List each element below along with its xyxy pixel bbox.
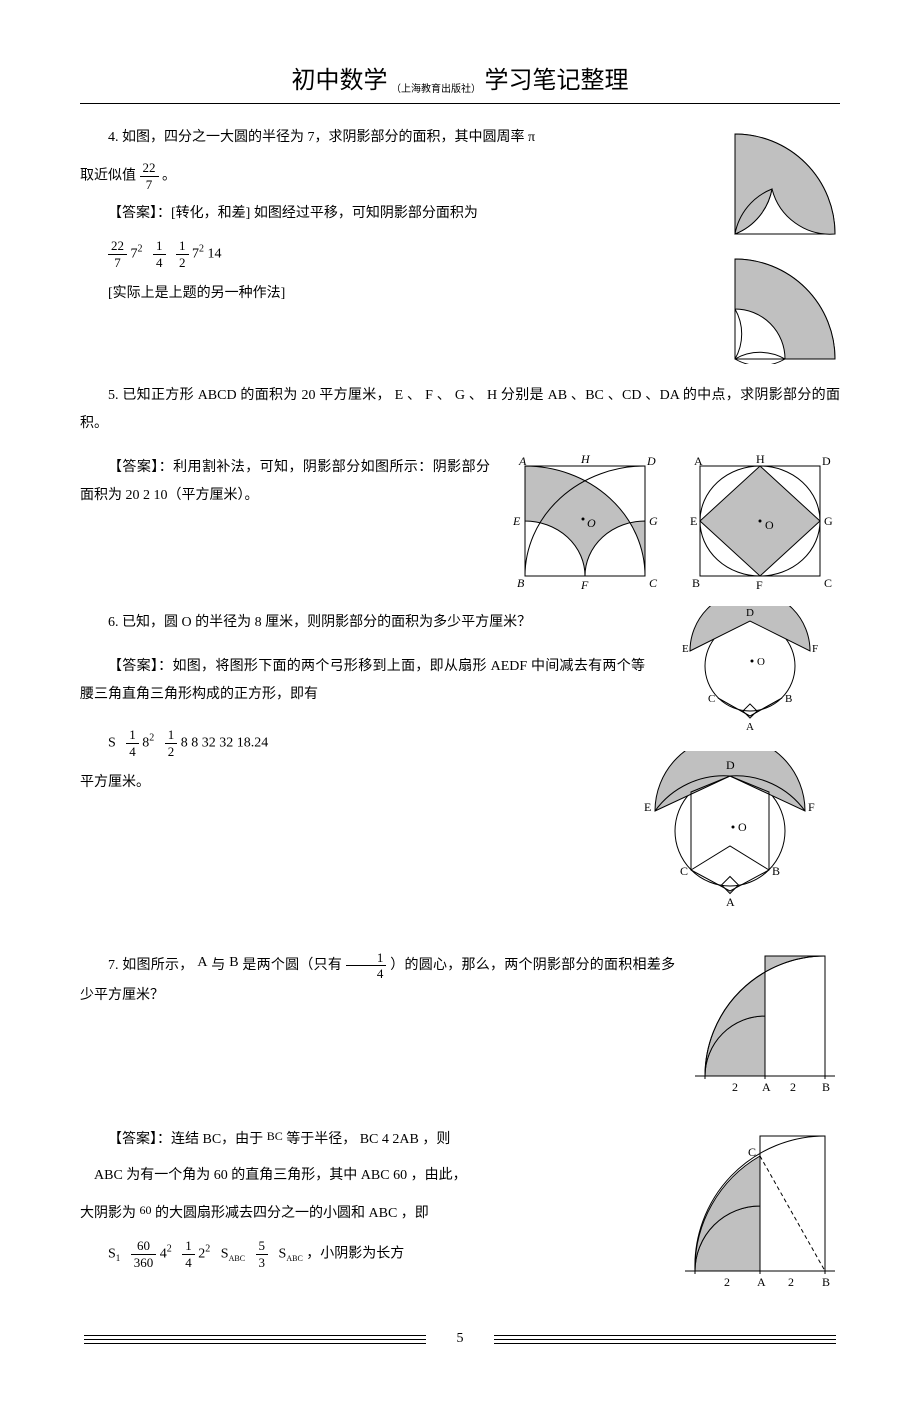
- svg-text:D: D: [726, 758, 735, 772]
- footer-lines-left: [84, 1332, 426, 1347]
- q4-period: 。: [162, 168, 176, 183]
- frac-5-3: 5 3: [256, 1238, 269, 1270]
- frac-1-4: 1 4: [153, 238, 166, 270]
- svg-text:C: C: [708, 693, 715, 705]
- svg-text:F: F: [812, 643, 818, 655]
- svg-text:B: B: [785, 693, 792, 705]
- svg-text:D: D: [746, 607, 754, 619]
- q4-answer-label: 【答案】：[转化，和差] 如图经过平移，可知阴影部分面积为: [80, 200, 840, 228]
- svg-text:2: 2: [724, 1275, 730, 1289]
- svg-text:C: C: [824, 576, 832, 590]
- q4-note: [实际上是上题的另一种作法]: [80, 280, 840, 308]
- svg-text:A: A: [757, 1275, 766, 1289]
- svg-text:C: C: [748, 1145, 756, 1159]
- q5-text: 5. 已知正方形 ABCD 的面积为 20 平方厘米， E 、 F 、 G 、 …: [80, 382, 840, 438]
- frac-1-4-d: 1 4: [182, 1238, 195, 1270]
- svg-text:H: H: [580, 452, 591, 466]
- svg-text:G: G: [649, 514, 658, 528]
- svg-text:F: F: [580, 578, 589, 591]
- title-part-2: 学习笔记整理: [485, 68, 629, 94]
- svg-text:C: C: [680, 864, 688, 878]
- svg-text:A: A: [762, 1080, 771, 1094]
- svg-text:D: D: [646, 454, 656, 468]
- figure-q5-left: A D E G B C H F O: [505, 451, 665, 591]
- q5-answer: 【答案】：利用割补法，可知，阴影部分如图所示：阴影部分面积为 20 2 10（平…: [80, 454, 490, 510]
- svg-text:G: G: [824, 514, 833, 528]
- figure-q7-bottom: C 2 A 2 B: [680, 1121, 840, 1291]
- frac-1-2: 1 2: [176, 238, 189, 270]
- figure-q6-large: D E F C B A O: [620, 751, 840, 911]
- frac-22-7-b: 22 7: [108, 238, 127, 270]
- frac-1-4-c: 1 4: [346, 950, 387, 982]
- figure-q4-top: [730, 129, 840, 239]
- q6-answer-1: 【答案】：如图，将图形下面的两个弓形移到上面，即从扇形 AEDF 中间减去有两个…: [80, 653, 645, 709]
- svg-text:O: O: [765, 518, 774, 532]
- fraction-22-7: 22 7: [140, 160, 159, 192]
- title-subtitle: （上海教育出版社）: [391, 84, 481, 95]
- svg-text:H: H: [756, 452, 765, 466]
- svg-text:A: A: [746, 721, 754, 733]
- figure-q5-right: A D E G B C H F O: [680, 451, 840, 591]
- svg-text:2: 2: [790, 1080, 796, 1094]
- svg-text:B: B: [692, 576, 700, 590]
- svg-text:A: A: [518, 454, 527, 468]
- footer-lines-right: [494, 1332, 836, 1347]
- q4-text-2: 取近似值 22 7 。: [80, 160, 840, 192]
- q4-line1: 4. 如图，四分之一大圆的半径为 7，求阴影部分的面积，其中圆周率 π: [108, 130, 535, 145]
- frac-60-360: 60 360: [131, 1238, 157, 1270]
- svg-text:E: E: [512, 514, 521, 528]
- svg-text:F: F: [756, 578, 763, 591]
- svg-text:O: O: [587, 516, 596, 530]
- frac-1-4-b: 1 4: [126, 727, 139, 759]
- svg-text:C: C: [649, 576, 658, 590]
- frac-1-2-b: 1 2: [165, 727, 178, 759]
- svg-text:A: A: [726, 895, 735, 909]
- svg-text:2: 2: [732, 1080, 738, 1094]
- page-header: 初中数学 （上海教育出版社） 学习笔记整理: [80, 60, 840, 104]
- figure-q6-small: D E F C B A O: [660, 606, 840, 736]
- svg-text:E: E: [682, 643, 689, 655]
- svg-text:O: O: [757, 656, 765, 668]
- figure-q7-top: 2 A 2 B: [690, 946, 840, 1096]
- figure-q4-bottom: [730, 254, 840, 364]
- svg-text:E: E: [690, 514, 697, 528]
- title-part-1: 初中数学: [292, 68, 388, 94]
- q4-line2: 取近似值: [80, 168, 136, 183]
- svg-text:E: E: [644, 800, 651, 814]
- q4-text: 4. 如图，四分之一大圆的半径为 7，求阴影部分的面积，其中圆周率 π: [80, 124, 840, 152]
- page-number: 5: [430, 1331, 491, 1347]
- svg-text:B: B: [822, 1080, 830, 1094]
- svg-text:O: O: [738, 820, 747, 834]
- svg-text:D: D: [822, 454, 831, 468]
- svg-text:B: B: [772, 864, 780, 878]
- svg-text:2: 2: [788, 1275, 794, 1289]
- svg-text:A: A: [694, 454, 703, 468]
- svg-text:F: F: [808, 800, 815, 814]
- svg-text:B: B: [517, 576, 525, 590]
- page-footer: 5: [80, 1331, 840, 1347]
- svg-text:B: B: [822, 1275, 830, 1289]
